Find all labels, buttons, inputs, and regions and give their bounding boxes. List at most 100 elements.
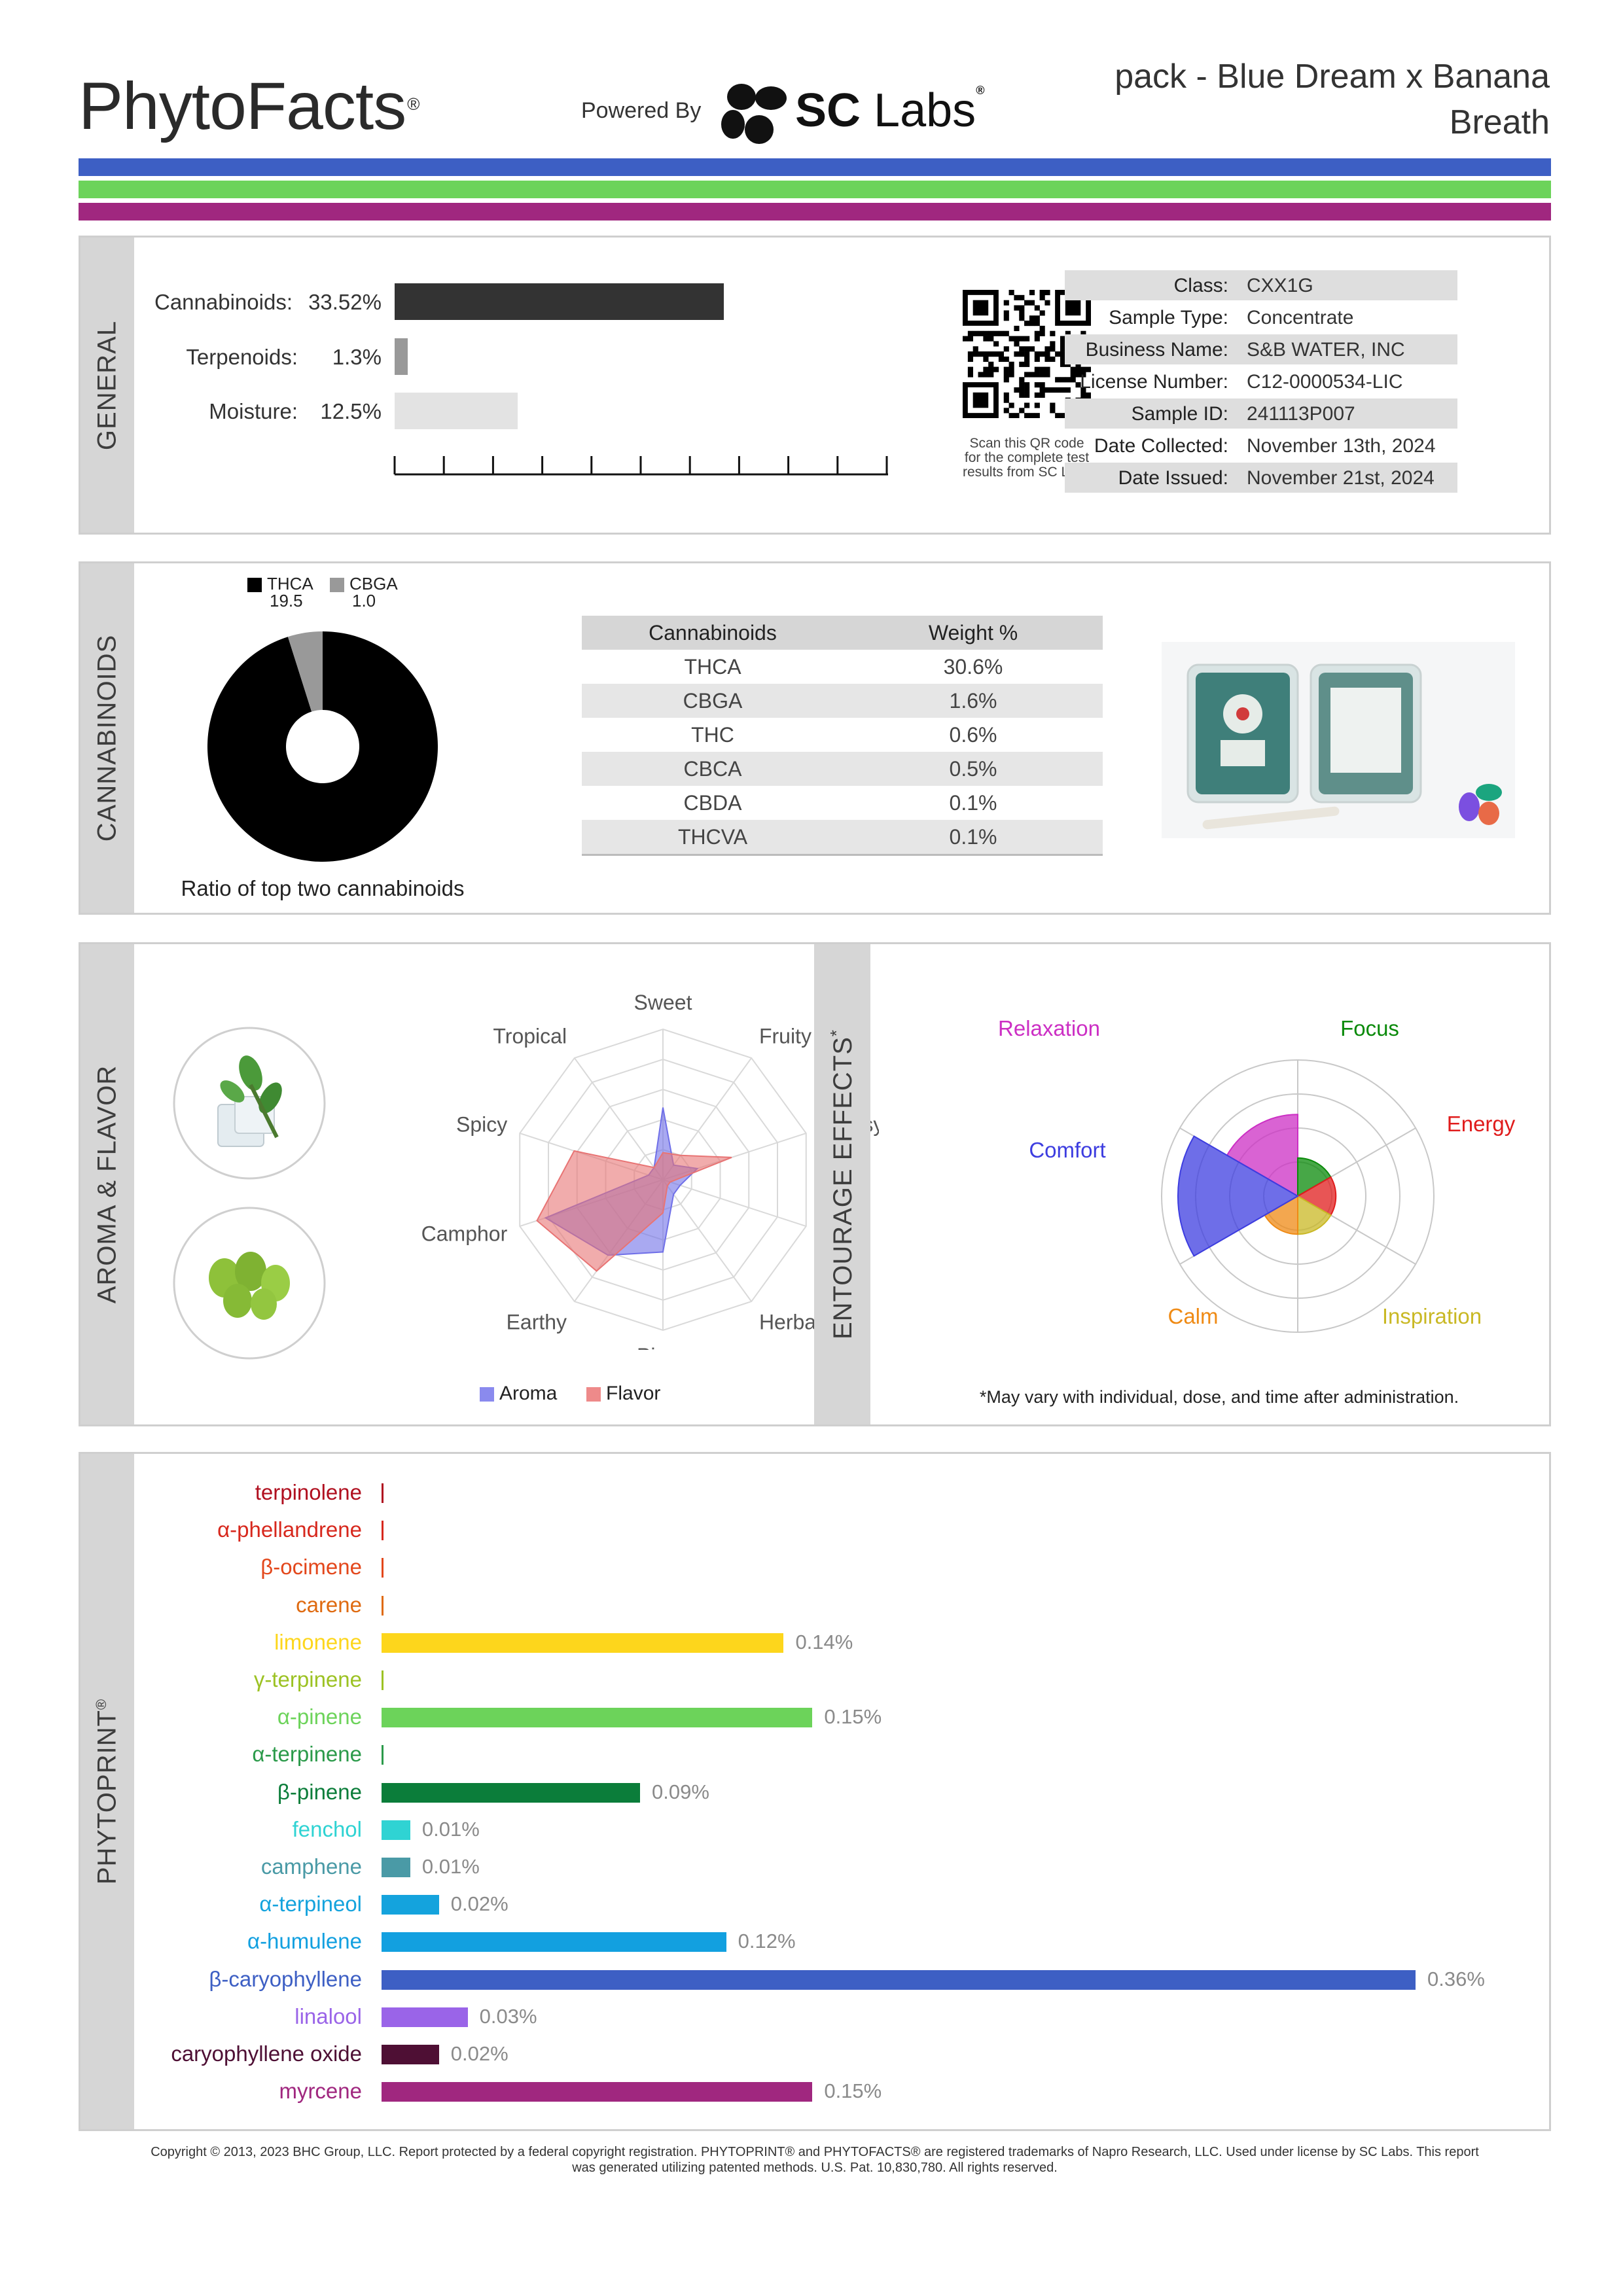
logo-mark: ® bbox=[407, 94, 419, 114]
radar-spoke bbox=[662, 1179, 752, 1302]
terpene-bar bbox=[382, 1745, 383, 1765]
pre-roll bbox=[1202, 806, 1340, 830]
product-photo bbox=[1162, 642, 1515, 838]
sc-mark-purple bbox=[1459, 792, 1480, 821]
terpene-bar bbox=[382, 1932, 726, 1952]
info-value: CXX1G bbox=[1247, 275, 1313, 296]
powered-by-label: Powered By bbox=[581, 98, 702, 123]
radar-axis-label: Earthy bbox=[507, 1310, 567, 1333]
terpene-bar bbox=[382, 1633, 784, 1653]
header-cannabinoids: Cannabinoids bbox=[649, 621, 777, 645]
effect-label-comfort: Comfort bbox=[1029, 1138, 1105, 1162]
general-bar-label: Moisture: bbox=[209, 399, 298, 423]
sc-labs-logo-icon bbox=[721, 84, 787, 144]
effect-wedge-energy bbox=[1296, 1176, 1337, 1216]
terpene-label: α-phellandrene bbox=[217, 1517, 362, 1542]
info-row: Business Name: S&B WATER, INC bbox=[1065, 334, 1457, 364]
product-title-line1: pack - Blue Dream x Banana bbox=[1115, 58, 1550, 96]
sc-labs-wordmark: SC Labs® bbox=[795, 84, 984, 137]
terpene-bar bbox=[382, 1820, 410, 1840]
effect-wedge-comfort bbox=[1177, 1135, 1299, 1257]
terpene-label: camphene bbox=[260, 1854, 362, 1879]
radar-axis-label: Tropical bbox=[493, 1025, 567, 1048]
general-bar bbox=[395, 283, 724, 320]
radar-spoke bbox=[662, 1179, 807, 1227]
entourage-effects-chart: Relaxation Focus Energy Inspiration Calm Comf… bbox=[998, 1016, 1516, 1333]
terpene-label: limonene bbox=[274, 1629, 362, 1654]
terpene-bar bbox=[382, 2007, 468, 2027]
flavor-legend-label: Flavor bbox=[606, 1383, 661, 1404]
cannabinoid-weight: 1.6% bbox=[949, 689, 997, 713]
cannabinoid-weight: 0.5% bbox=[949, 757, 997, 781]
sc-mark-green bbox=[1476, 784, 1502, 801]
phytoprint-sidebar: PHYTOPRINT® bbox=[80, 1454, 134, 2129]
logo-text: PhytoFacts bbox=[79, 69, 406, 143]
terpene-label: myrcene bbox=[279, 2079, 362, 2104]
entourage-title-text: ENTOURAGE EFFECTS bbox=[829, 1036, 858, 1340]
cannabinoid-name: CBCA bbox=[683, 757, 742, 781]
terpene-value: 0.01% bbox=[421, 1817, 480, 1841]
donut-legend-thca: THCA 19.5 bbox=[247, 575, 313, 609]
qr-caption: Scan this QR code for the complete test … bbox=[942, 436, 1112, 480]
terpene-label: terpinolene bbox=[255, 1480, 362, 1504]
copyright-line1: Copyright © 2013, 2023 BHC Group, LLC. R… bbox=[151, 2145, 1479, 2159]
general-sidebar: GENERAL bbox=[80, 238, 134, 533]
terpene-bar bbox=[382, 1708, 813, 1728]
aroma-section-title: AROMA & FLAVOR bbox=[92, 1065, 122, 1304]
terpene-bar bbox=[382, 1782, 640, 1803]
effect-wedge-calm bbox=[1264, 1195, 1298, 1235]
radar-legend: Aroma Flavor bbox=[480, 1383, 660, 1405]
cannabinoid-name: CBGA bbox=[683, 689, 743, 713]
info-value: November 13th, 2024 bbox=[1247, 435, 1436, 457]
cannabinoid-weight: 30.6% bbox=[943, 655, 1003, 679]
phytoprint-section: PHYTOPRINT® terpinolene α-phellandrene β-o… bbox=[79, 1452, 1551, 2131]
cbga-legend-name: CBGA bbox=[349, 574, 398, 593]
mint-ice-icon bbox=[173, 1027, 326, 1180]
info-row: Class: CXX1G bbox=[1065, 270, 1457, 300]
cannabinoid-row: CBGA 1.6% bbox=[582, 684, 1103, 718]
thca-legend-swatch bbox=[247, 578, 262, 593]
info-key: Sample Type: bbox=[1109, 307, 1228, 328]
general-bar-label: Cannabinoids: bbox=[154, 290, 293, 314]
info-key: Business Name: bbox=[1085, 339, 1228, 361]
copyright-footer: Copyright © 2013, 2023 BHC Group, LLC. R… bbox=[79, 2144, 1551, 2176]
general-bar-value: 12.5% bbox=[320, 399, 382, 423]
cannabinoid-weight: 0.1% bbox=[949, 791, 997, 815]
entourage-footnote: *May vary with individual, dose, and tim… bbox=[979, 1387, 1459, 1407]
terpene-value: 0.15% bbox=[824, 1705, 882, 1729]
effect-wedge-focus bbox=[1297, 1157, 1332, 1197]
cannabinoid-name: CBDA bbox=[683, 791, 742, 815]
product-title: pack - Blue Dream x Banana Breath bbox=[961, 54, 1550, 145]
terpene-label: α-terpinene bbox=[252, 1742, 362, 1767]
lab-mark: ® bbox=[976, 84, 985, 97]
qr-caption-line3: results from SC Labs bbox=[962, 465, 1092, 480]
stripe-blue bbox=[79, 158, 1551, 176]
terpene-bar bbox=[382, 1895, 439, 1915]
terpene-label: caryophyllene oxide bbox=[171, 2041, 362, 2066]
info-value: Concentrate bbox=[1247, 307, 1354, 328]
copyright-line2: was generated utilizing patented methods… bbox=[572, 2161, 1058, 2175]
qr-caption-line2: for the complete test bbox=[964, 450, 1090, 465]
donut-slice-cbga bbox=[287, 631, 323, 712]
terpene-label: γ-terpinene bbox=[253, 1667, 362, 1691]
cannabinoid-row: THC 0.6% bbox=[582, 718, 1103, 752]
hops-icon bbox=[173, 1207, 326, 1360]
terpene-label: β-ocimene bbox=[260, 1555, 362, 1580]
general-bar-value: 1.3% bbox=[332, 345, 382, 369]
general-section: GENERAL Cannabinoids: 33.52% Terpenoids: 1.… bbox=[79, 236, 1551, 535]
cannabinoid-name: THCVA bbox=[677, 825, 748, 849]
info-key: License Number: bbox=[1080, 371, 1228, 393]
info-value: November 21st, 2024 bbox=[1247, 467, 1435, 489]
lab-name-regular: Labs bbox=[874, 84, 976, 137]
lab-name-bold: SC bbox=[795, 84, 861, 137]
radar-axis-label: Spicy bbox=[456, 1113, 507, 1137]
terpene-bar bbox=[382, 1969, 1416, 1990]
info-key: Date Collected: bbox=[1094, 435, 1228, 457]
info-value: C12-0000534-LIC bbox=[1247, 371, 1403, 393]
radar-spoke bbox=[574, 1057, 664, 1180]
entourage-title-mark: * bbox=[826, 1029, 846, 1037]
terpene-bar bbox=[382, 1521, 383, 1541]
terpene-bar bbox=[382, 1483, 383, 1503]
info-row: Date Issued: November 21st, 2024 bbox=[1065, 463, 1457, 493]
general-section-title: GENERAL bbox=[92, 320, 122, 450]
